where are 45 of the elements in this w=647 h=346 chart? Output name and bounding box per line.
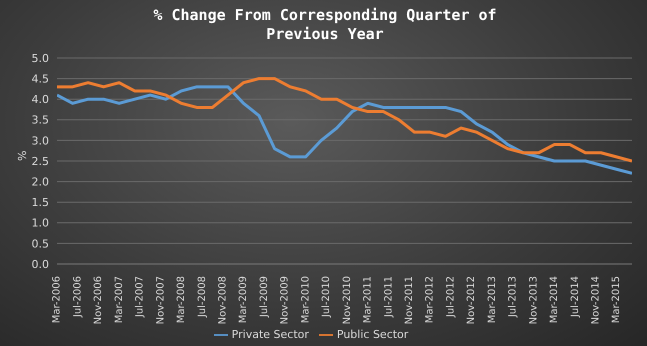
y-tick-label: 2.0	[32, 176, 49, 189]
x-tick-label: Jul-2011	[383, 276, 394, 318]
x-tick-label: Jul-2009	[258, 276, 270, 318]
x-tick-label: Jul-2012	[445, 276, 456, 318]
y-tick-label: 4.0	[32, 93, 49, 106]
x-tick-label: Jul-2006	[72, 276, 84, 318]
y-tick-label: 0.0	[32, 258, 49, 271]
x-tick-label: Nov-2013	[528, 276, 540, 324]
y-tick-label: 3.0	[32, 134, 49, 148]
y-tick-label: 1.5	[32, 196, 49, 210]
x-tick-label: Mar-2010	[300, 276, 312, 324]
x-tick-label: Mar-2008	[176, 276, 188, 324]
y-tick-label: 3.5	[32, 114, 49, 127]
x-tick-label: Nov-2011	[404, 276, 415, 324]
x-tick-label: Nov-2007	[155, 276, 166, 324]
line-series	[57, 85, 632, 175]
x-tick-label: Mar-2013	[486, 276, 498, 324]
y-axis-title: %	[16, 150, 29, 161]
y-tick-label: 1.0	[32, 216, 49, 230]
x-tick-label: Jul-2007	[134, 276, 146, 318]
x-tick-label: Nov-2006	[93, 276, 104, 324]
x-tick-label: Mar-2006	[52, 276, 63, 324]
x-tick-label: Mar-2007	[114, 276, 125, 324]
x-tick-label: Jul-2013	[508, 276, 519, 318]
x-tick-label: Mar-2011	[362, 276, 374, 324]
chart-title: % Change From Corresponding Quarter of Previous Year	[152, 6, 498, 44]
x-tick-label: Mar-2009	[238, 276, 250, 324]
legend-label: Public Sector	[336, 328, 408, 342]
line-series	[57, 77, 632, 162]
x-tick-label: Jul-2010	[321, 276, 332, 318]
legend-label: Private Sector	[232, 328, 309, 342]
x-tick-label: Jul-2014	[570, 276, 581, 318]
y-tick-label: 2.5	[32, 154, 49, 168]
x-tick-label: Mar-2015	[611, 276, 622, 324]
x-tick-label: Nov-2010	[342, 276, 353, 324]
x-tick-label: Jul-2008	[196, 276, 208, 318]
x-tick-label: Nov-2012	[466, 276, 478, 324]
x-tick-label: Nov-2008	[218, 276, 228, 324]
x-tick-label: Mar-2012	[424, 276, 436, 324]
x-tick-label: Nov-2009	[280, 276, 291, 324]
y-tick-label: 4.5	[32, 72, 49, 86]
y-tick-label: 0.5	[32, 237, 49, 250]
x-tick-label: Mar-2014	[549, 276, 560, 324]
x-tick-label: Nov-2014	[590, 276, 602, 324]
y-tick-label: 5.0	[32, 52, 49, 65]
